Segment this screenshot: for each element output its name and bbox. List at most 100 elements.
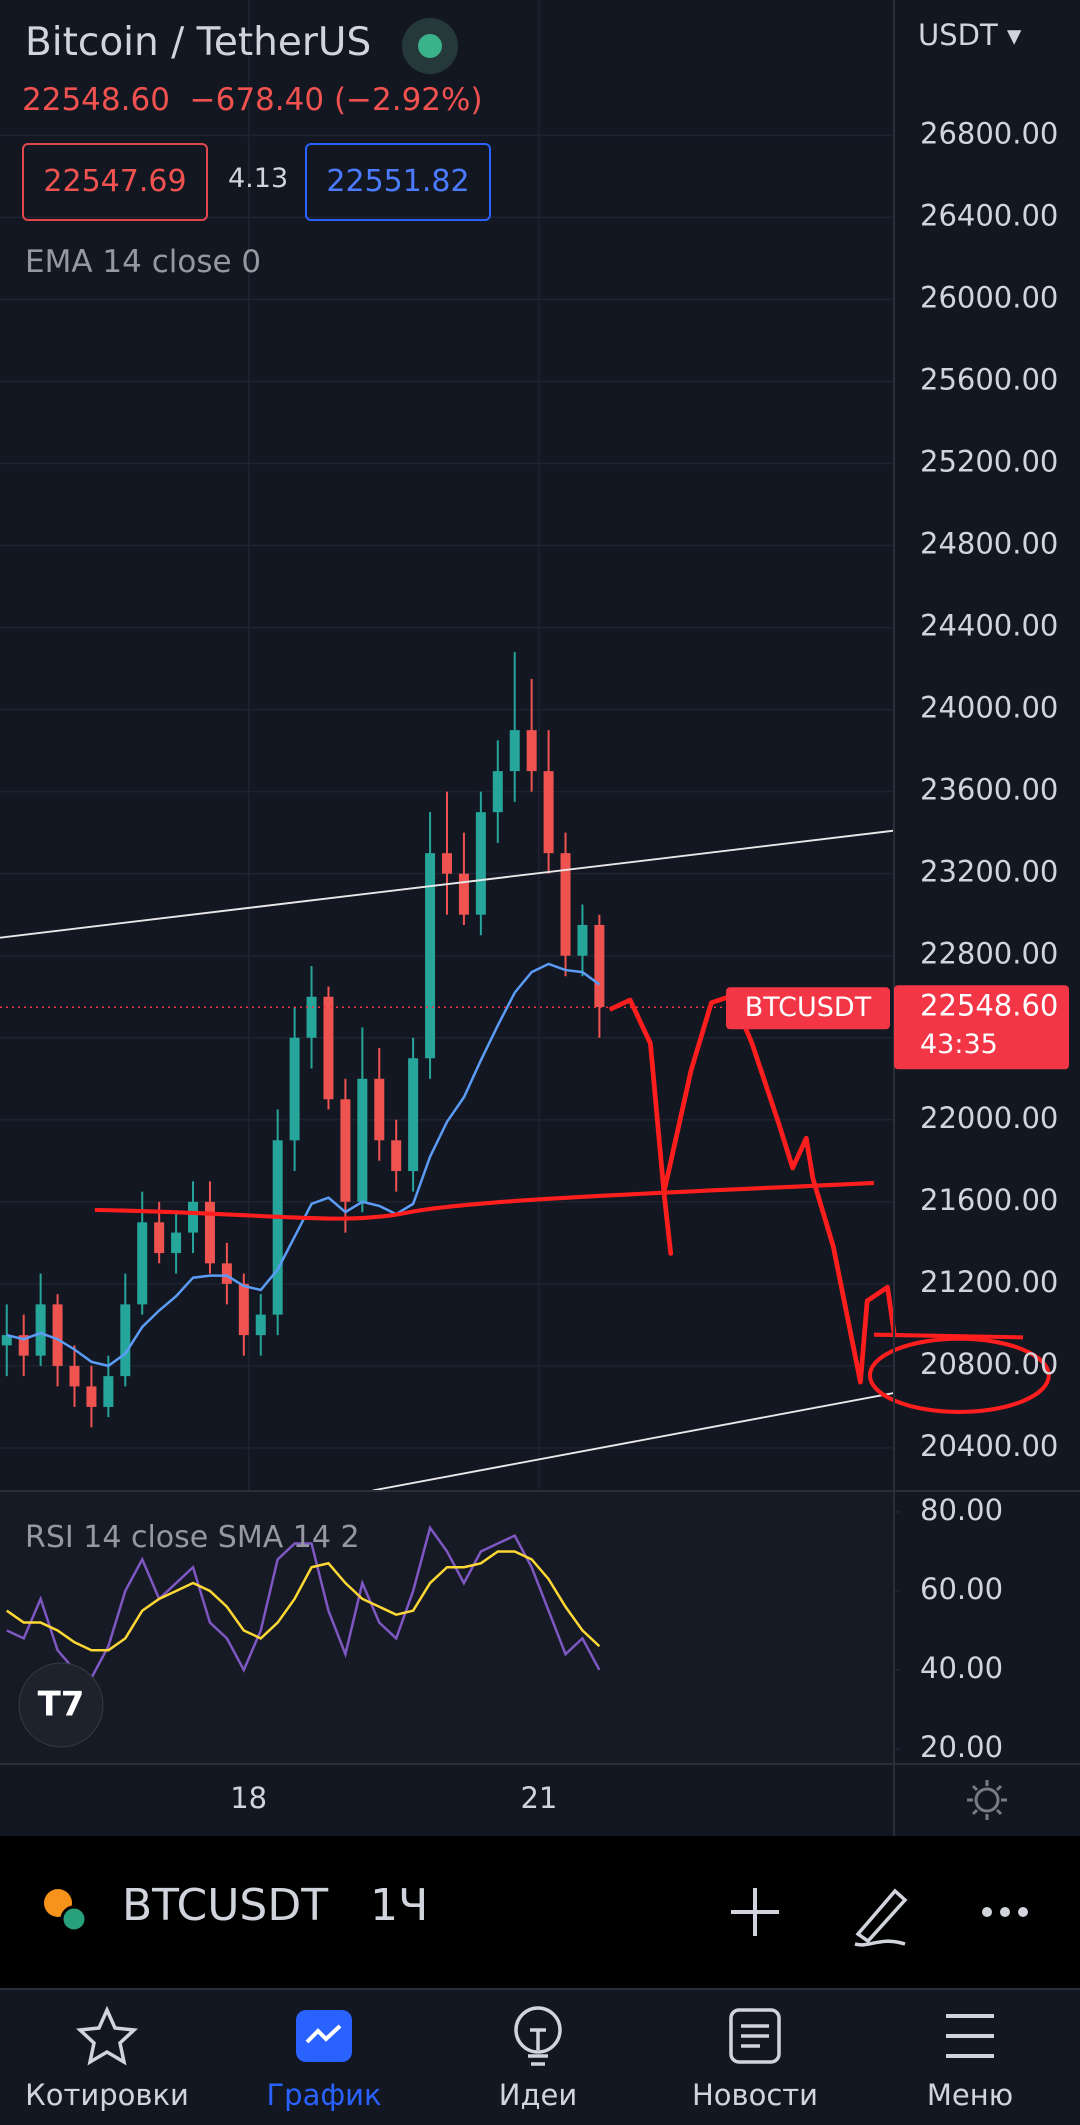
candle-body — [171, 1232, 182, 1254]
price-badge-label: 22548.60 — [920, 988, 1058, 1022]
nav-item[interactable]: Идеи — [498, 2078, 578, 2112]
y-tick-label: 20400.00 — [920, 1429, 1058, 1463]
candle-body — [492, 771, 503, 813]
candle-body — [18, 1335, 29, 1356]
nav-item[interactable]: Котировки — [25, 2078, 189, 2112]
candle-body — [103, 1376, 114, 1407]
x-tick-label: 18 — [230, 1781, 267, 1815]
price-badge — [894, 985, 1069, 1070]
candle-body — [425, 853, 436, 1059]
star-icon[interactable] — [75, 2005, 139, 2066]
candle-body — [204, 1201, 215, 1264]
settings-icon[interactable] — [967, 1780, 1007, 1820]
tv-logo-mark: T7 — [38, 1685, 85, 1725]
y-tick-label: 24800.00 — [920, 527, 1058, 561]
symbol[interactable]: BTCUSDT — [122, 1880, 329, 1931]
candle-body — [357, 1078, 368, 1202]
nav-icons — [75, 2005, 994, 2066]
candle-body — [137, 1222, 148, 1305]
x-tick-label: 21 — [520, 1781, 557, 1815]
sell-box[interactable]: 22547.69 — [22, 143, 208, 221]
nav-bar: Котировки График Идеи Новости Меню — [0, 1988, 1080, 2125]
change: −678.40 (−2.92%) — [189, 82, 483, 118]
hand-drawing — [94, 1180, 875, 1221]
candle-body — [475, 812, 486, 915]
candle-body — [306, 996, 317, 1038]
candle-body — [340, 1099, 351, 1202]
y-tick-label: 21200.00 — [920, 1265, 1058, 1299]
y-tick-label: 25200.00 — [920, 445, 1058, 479]
y-tick-label: 24000.00 — [920, 691, 1058, 725]
y-tick-label: 80.00 — [920, 1493, 1003, 1527]
price: 22548.60 — [22, 82, 170, 118]
rsi-bg — [0, 1491, 894, 1764]
nav-item[interactable]: Меню — [926, 2078, 1014, 2112]
y-tick-label: 20800.00 — [920, 1347, 1058, 1381]
nav-item-active[interactable]: График — [266, 2078, 382, 2112]
y-tick-label: 26400.00 — [920, 198, 1058, 232]
idea-icon[interactable] — [514, 2006, 562, 2054]
candle-body — [560, 853, 571, 956]
candle-body — [509, 730, 520, 772]
candle-body — [69, 1365, 80, 1387]
more-icon[interactable] — [982, 1907, 1028, 1917]
add-icon[interactable] — [731, 1888, 779, 1936]
nav-item[interactable]: Новости — [691, 2078, 819, 2112]
y-tick-label: 22000.00 — [920, 1101, 1058, 1135]
candle-body — [238, 1283, 249, 1336]
candle-body — [594, 924, 605, 1007]
rsi-line — [6, 1550, 601, 1652]
rsi-legend: RSI 14 close SMA 14 2 — [25, 1520, 360, 1555]
y-tick-label: 23600.00 — [920, 773, 1058, 807]
candle-body — [35, 1304, 46, 1356]
news-icon-lines — [741, 2024, 769, 2048]
candle-body — [188, 1201, 199, 1233]
y-tick-label: 26000.00 — [920, 280, 1058, 314]
candle-body — [221, 1263, 232, 1284]
hand-drawing — [608, 993, 897, 1385]
y-tick-label: 23200.00 — [920, 855, 1058, 889]
candle-body — [526, 730, 537, 772]
candle-body — [120, 1304, 131, 1377]
buy-box[interactable]: 22551.82 — [305, 143, 491, 221]
candle-body — [154, 1222, 165, 1254]
chart-icon-line — [305, 2024, 342, 2044]
hand-drawing — [867, 1336, 1051, 1414]
coin-icon — [44, 1889, 88, 1933]
draw-icon[interactable] — [854, 1888, 908, 1947]
tv-logo[interactable] — [18, 1662, 104, 1748]
toolbar-icons — [731, 1888, 1028, 1947]
y-tick-label: 21600.00 — [920, 1183, 1058, 1217]
currency[interactable]: USDT ▾ — [918, 18, 1022, 52]
price-line: 22548.60 −678.40 (−2.92%) — [22, 82, 483, 118]
idea-icon-base — [528, 2028, 548, 2066]
candle-body — [272, 1140, 283, 1315]
trend-line — [372, 1392, 895, 1492]
news-icon[interactable] — [729, 2008, 781, 2064]
symbol-badge — [726, 987, 890, 1030]
candle-body — [391, 1140, 402, 1172]
y-tick-label: 40.00 — [920, 1651, 1003, 1685]
y-tick-label: 26800.00 — [920, 116, 1058, 150]
toolbar-symbol[interactable]: BTCUSDT 1Ч — [122, 1880, 428, 1931]
chart-area: 20400.00 20800.00 21200.00 21600.00 22000.00… — [0, 0, 1080, 1836]
rsi-line — [6, 1524, 601, 1680]
menu-icon[interactable] — [946, 2014, 994, 2058]
ema-legend: EMA 14 close 0 — [25, 244, 262, 280]
y-tick-label: 25600.00 — [920, 362, 1058, 396]
status-dot — [402, 18, 458, 74]
ema-line — [6, 962, 601, 1368]
y-tick-label: 22800.00 — [920, 937, 1058, 971]
symbol-badge-label: BTCUSDT — [745, 992, 872, 1023]
countdown: 43:35 — [920, 1029, 998, 1060]
y-tick-label: 60.00 — [920, 1572, 1003, 1606]
candle-body — [323, 996, 334, 1100]
interval[interactable]: 1Ч — [370, 1880, 429, 1931]
y-tick-label: 24400.00 — [920, 609, 1058, 643]
y-tick-label: 20.00 — [920, 1730, 1003, 1764]
hand-drawing — [873, 1332, 1024, 1340]
axes: 20400.00 20800.00 21200.00 21600.00 22000.00… — [230, 116, 1069, 1815]
candle-body — [255, 1314, 266, 1336]
candle-body — [374, 1078, 385, 1141]
